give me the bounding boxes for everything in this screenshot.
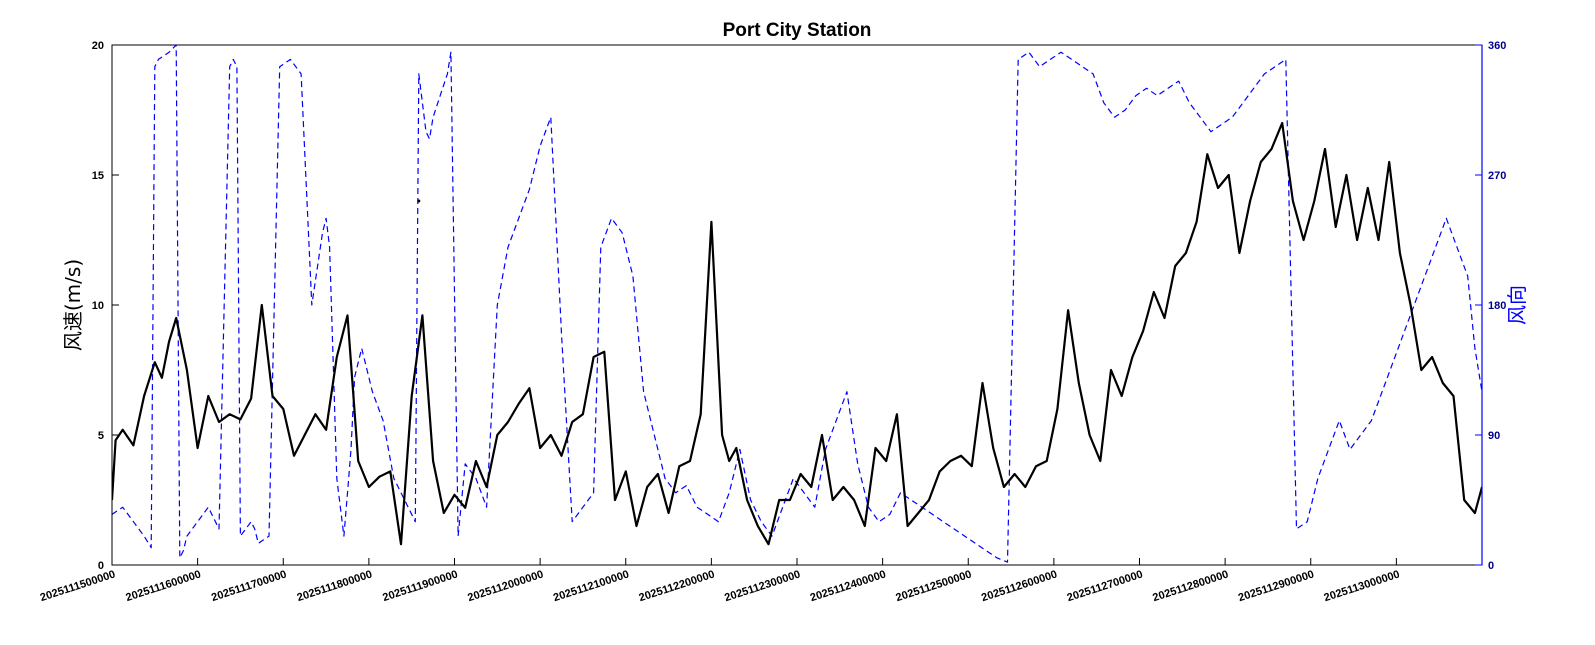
series-layer — [112, 45, 1482, 563]
series-wind-direction — [112, 45, 1482, 563]
left-axis: 0 5 10 15 20 — [92, 40, 119, 572]
left-tick-label: 15 — [92, 170, 104, 182]
y-axis-label-right: 风向 — [1505, 285, 1529, 325]
y-axis-label-left: 风速(m/s) — [61, 259, 85, 351]
right-tick-label: 180 — [1488, 300, 1506, 312]
chart-title: Port City Station — [723, 20, 872, 41]
right-tick-label: 90 — [1488, 430, 1500, 442]
right-tick-label: 360 — [1488, 40, 1506, 52]
left-tick-label: 10 — [92, 300, 104, 312]
left-tick-label: 0 — [98, 560, 104, 572]
left-tick-label: 20 — [92, 40, 104, 52]
series-wind-speed — [112, 121, 1482, 546]
right-tick-label: 0 — [1488, 560, 1494, 572]
left-tick-label: 5 — [98, 430, 104, 442]
right-tick-label: 270 — [1488, 170, 1506, 182]
right-axis: 0 90 180 270 360 — [1475, 40, 1506, 572]
speed-marker-0 — [417, 199, 421, 203]
